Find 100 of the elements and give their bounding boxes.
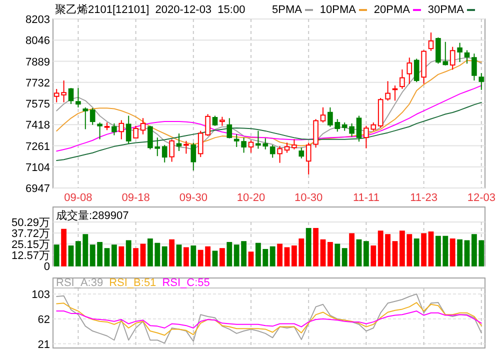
line-series: [56, 302, 482, 336]
candlestick: [320, 106, 326, 123]
candlestick: [464, 50, 470, 64]
y-tick-label: 21: [38, 338, 50, 350]
bar: [342, 248, 348, 266]
candlestick: [162, 144, 168, 163]
series-label: RSI_A:39: [56, 277, 104, 289]
y-tick-label: 7732: [26, 77, 50, 90]
candlestick: [76, 88, 81, 108]
bar: [68, 245, 74, 266]
y-tick-label: 7418: [26, 120, 50, 132]
bar: [61, 228, 67, 266]
bar: [183, 247, 189, 266]
y-tick-label: 12.57万: [11, 250, 50, 262]
x-tick-label: 09-18: [122, 192, 150, 204]
candlestick: [457, 42, 462, 63]
candlestick: [212, 115, 218, 126]
candlestick: [472, 53, 477, 81]
candlestick: [118, 120, 124, 140]
candlestick: [414, 58, 420, 83]
candlestick: [248, 140, 254, 154]
bar: [363, 241, 369, 266]
y-tick-label: 103: [32, 289, 50, 302]
bar: [334, 244, 340, 266]
x-tick-label: 09-08: [64, 192, 92, 204]
bar: [118, 246, 124, 266]
candlestick: [450, 46, 456, 70]
y-tick-label: 7575: [26, 98, 50, 110]
y-tick-label: 62: [38, 314, 50, 326]
bar: [162, 246, 168, 266]
candlestick: [133, 125, 138, 139]
x-tick-label: 09-30: [179, 192, 208, 204]
candlestick: [68, 88, 74, 105]
candlestick: [220, 116, 225, 126]
text: RSI_B:51: [109, 277, 156, 289]
y-tick-label: 7261: [26, 140, 50, 153]
text: RSI_C:55: [162, 277, 210, 289]
y-tick-label: 7889: [26, 56, 50, 68]
bar: [349, 233, 355, 266]
y-tick-label: 8046: [26, 35, 50, 48]
x-tick-label: 11-23: [410, 192, 438, 204]
bar: [320, 239, 326, 266]
x-tick-label: 10-30: [294, 192, 323, 204]
candlestick: [270, 144, 276, 158]
bar: [313, 228, 319, 266]
bar: [450, 238, 456, 266]
bar: [54, 244, 60, 266]
legend-label: 30PMA: [428, 4, 465, 16]
y-tick-label: 8203: [26, 14, 50, 26]
candlestick: [140, 118, 146, 135]
candlestick: [126, 115, 132, 144]
chart-title: 成交量:289907: [56, 209, 129, 222]
y-tick-label: 0: [44, 261, 50, 273]
legend-label: 20PMA: [374, 4, 411, 16]
bar: [284, 247, 290, 266]
bar: [464, 240, 470, 266]
line-series: [56, 85, 482, 152]
candlestick: [226, 118, 232, 139]
candlestick: [284, 142, 290, 154]
candlestick: [112, 122, 117, 136]
candlestick: [292, 138, 297, 150]
y-tick-label: 6947: [26, 183, 50, 195]
candlestick: [428, 32, 434, 52]
x-tick-label: 10-20: [236, 192, 266, 204]
candlestick: [169, 138, 174, 162]
x-tick-label: 12-03: [467, 192, 496, 204]
bar: [392, 241, 398, 266]
legend-label: 5PMA: [272, 4, 303, 16]
candlestick: [478, 72, 484, 90]
bar: [226, 242, 232, 266]
y-tick-label: 7104: [26, 162, 50, 174]
line-series: [56, 102, 482, 162]
bar: [370, 245, 376, 266]
bar: [248, 252, 254, 266]
bar: [133, 248, 139, 266]
bar: [270, 246, 276, 266]
candlestick: [184, 140, 189, 154]
bar: [277, 244, 283, 266]
bar: [356, 239, 362, 266]
bar: [414, 238, 420, 266]
bar: [306, 228, 312, 266]
candlestick: [277, 146, 282, 164]
x-tick-label: 11-11: [352, 192, 380, 204]
bar: [190, 245, 196, 266]
bar: [428, 231, 434, 266]
bar: [212, 250, 218, 266]
bar: [126, 240, 132, 266]
y-tick-label: 25.15万: [11, 238, 50, 251]
candlestick: [400, 68, 405, 90]
bar: [104, 248, 110, 266]
bar: [421, 233, 427, 266]
legend-label: 10PMA: [320, 4, 357, 16]
bar: [327, 242, 333, 266]
bar: [111, 244, 117, 266]
bar: [176, 244, 182, 266]
y-tick-label: 37.72万: [11, 228, 50, 240]
candlestick: [356, 115, 362, 142]
line-series: [56, 310, 482, 328]
bar: [140, 244, 146, 266]
candlestick: [406, 57, 412, 84]
